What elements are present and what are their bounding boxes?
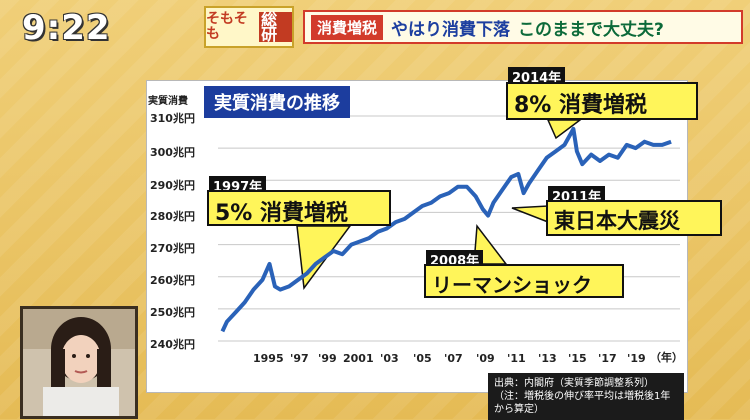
y-tick-label: 280兆円 — [150, 208, 195, 224]
x-tick-label: '11 — [507, 352, 526, 365]
callout-pointer — [512, 206, 548, 222]
x-tick-label: '97 — [290, 352, 309, 365]
presenter-inset-image — [20, 306, 138, 419]
x-axis-unit: （年） — [650, 349, 683, 365]
x-tick-label: '13 — [538, 352, 557, 365]
presenter-illustration — [23, 309, 135, 416]
x-tick-label: '17 — [598, 352, 617, 365]
annotation-callout-2014: 8% 消費増税 — [506, 82, 698, 120]
x-tick-label: '19 — [627, 352, 646, 365]
x-tick-label: 2001 — [343, 352, 374, 365]
source-line-2: （注：増税後の伸び率平均は増税後1年から算定） — [494, 390, 678, 416]
y-tick-label: 240兆円 — [150, 336, 195, 352]
y-tick-label: 300兆円 — [150, 144, 195, 160]
y-axis-label: 実質消費 — [148, 92, 188, 107]
annotation-callout-2008: リーマンショック — [424, 264, 624, 298]
x-tick-label: '05 — [413, 352, 432, 365]
annotation-callout-1997: 5% 消費増税 — [207, 190, 391, 226]
y-tick-label: 260兆円 — [150, 272, 195, 288]
source-line-1: 出典：内閣府（実質季節調整系列） — [494, 377, 678, 390]
x-tick-label: 1995 — [253, 352, 284, 365]
x-tick-label: '09 — [476, 352, 495, 365]
y-tick-label: 270兆円 — [150, 240, 195, 256]
x-tick-label: '99 — [318, 352, 337, 365]
chart-title: 実質消費の推移 — [204, 86, 350, 118]
x-tick-label: '15 — [568, 352, 587, 365]
x-tick-label: '07 — [444, 352, 463, 365]
y-tick-label: 250兆円 — [150, 304, 195, 320]
source-note: 出典：内閣府（実質季節調整系列） （注：増税後の伸び率平均は増税後1年から算定） — [488, 373, 684, 420]
y-tick-label: 310兆円 — [150, 110, 195, 126]
annotation-callout-2011: 東日本大震災 — [546, 200, 722, 236]
y-tick-label: 290兆円 — [150, 177, 195, 193]
x-tick-label: '03 — [380, 352, 399, 365]
